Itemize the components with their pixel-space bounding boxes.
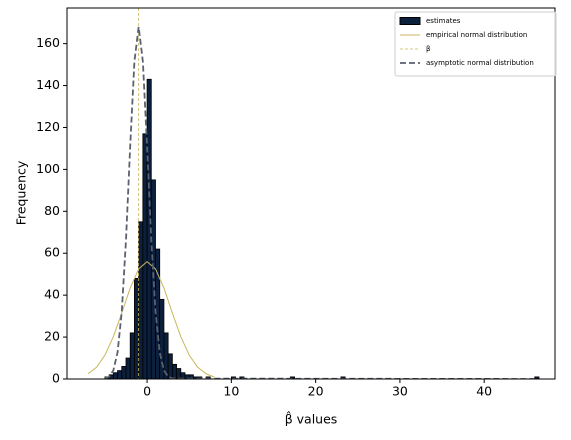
curve (87, 260, 215, 378)
y-tick-label: 120 (36, 119, 60, 134)
y-tick-label: 160 (36, 35, 60, 50)
y-tick-label: 20 (44, 329, 60, 344)
y-tick-label: 140 (36, 77, 60, 92)
histogram-bar (129, 332, 135, 379)
histogram-bar (534, 376, 540, 379)
histogram-bar (138, 221, 144, 379)
histogram-bar (117, 370, 123, 379)
y-tick-label: 0 (52, 371, 60, 386)
y-tick-label: 40 (44, 287, 60, 302)
histogram-bar (176, 368, 182, 379)
x-axis-label: β̂ values (285, 410, 338, 426)
legend-label: asymptotic normal distribution (426, 59, 534, 67)
histogram-bar (112, 372, 118, 379)
x-tick-label: 30 (392, 384, 408, 399)
y-tick-label: 60 (44, 245, 60, 260)
legend-label: β (426, 45, 430, 53)
legend: estimates empirical normal distribution βa… (394, 11, 557, 77)
y-tick-label: 80 (44, 203, 60, 218)
histogram-bar (121, 366, 127, 379)
histogram-bar (142, 133, 148, 379)
x-tick-label: 10 (223, 384, 239, 399)
legend-swatch (399, 17, 421, 25)
legend-label: empirical normal distribution (426, 31, 527, 39)
x-tick-label: 0 (143, 384, 151, 399)
y-axis-label: Frequency (14, 160, 29, 225)
histogram-bar (167, 353, 173, 379)
legend-label: estimates (426, 17, 461, 25)
histogram-bar (125, 357, 131, 379)
y-tick-label: 100 (36, 161, 60, 176)
x-tick-label: 40 (476, 384, 492, 399)
curve (104, 26, 535, 379)
histogram-bar (171, 363, 177, 379)
histogram-bar (150, 179, 156, 379)
axes-frame (66, 7, 556, 380)
histogram-bar (134, 277, 140, 379)
x-tick-label: 20 (308, 384, 324, 399)
legend-box (394, 11, 557, 77)
